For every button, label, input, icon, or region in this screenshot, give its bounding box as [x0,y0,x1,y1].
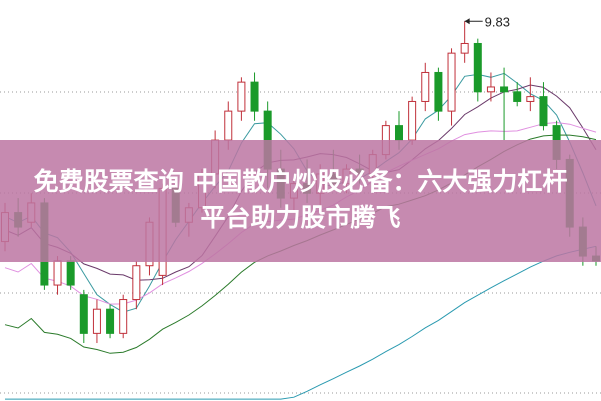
peak-price-label: 9.83 [485,14,510,29]
candle-up [408,100,417,141]
candle-down [250,81,259,112]
candle-up [486,86,495,93]
candle-up [119,299,128,334]
candle-up [421,71,430,102]
candle-down [66,260,75,286]
candle-up [526,96,535,102]
banner-title-line-2: 平台助力股市腾飞 [200,203,401,232]
candle-up [460,42,469,54]
candle-down [79,294,88,334]
title-banner: 免费股票查询 中国散户炒股必备：六大强力杠杆 平台助力股市腾飞 [0,140,601,262]
candle-down [434,71,443,112]
candle-up [237,81,246,112]
candle-up [224,110,233,141]
candle-down [513,91,522,102]
banner-title-line-1: 免费股票查询 中国散户炒股必备：六大强力杠杆 [33,167,568,196]
ma60-line [5,245,597,400]
candle-up [132,265,141,301]
candle-up [92,308,101,334]
candle-down [500,86,509,93]
peak-arrow-icon [464,18,470,25]
candle-down [106,308,115,334]
candle-down [473,42,482,93]
candle-down [539,96,548,127]
candle-down [395,125,403,141]
candle-up [447,52,456,112]
candle-up [53,260,62,286]
